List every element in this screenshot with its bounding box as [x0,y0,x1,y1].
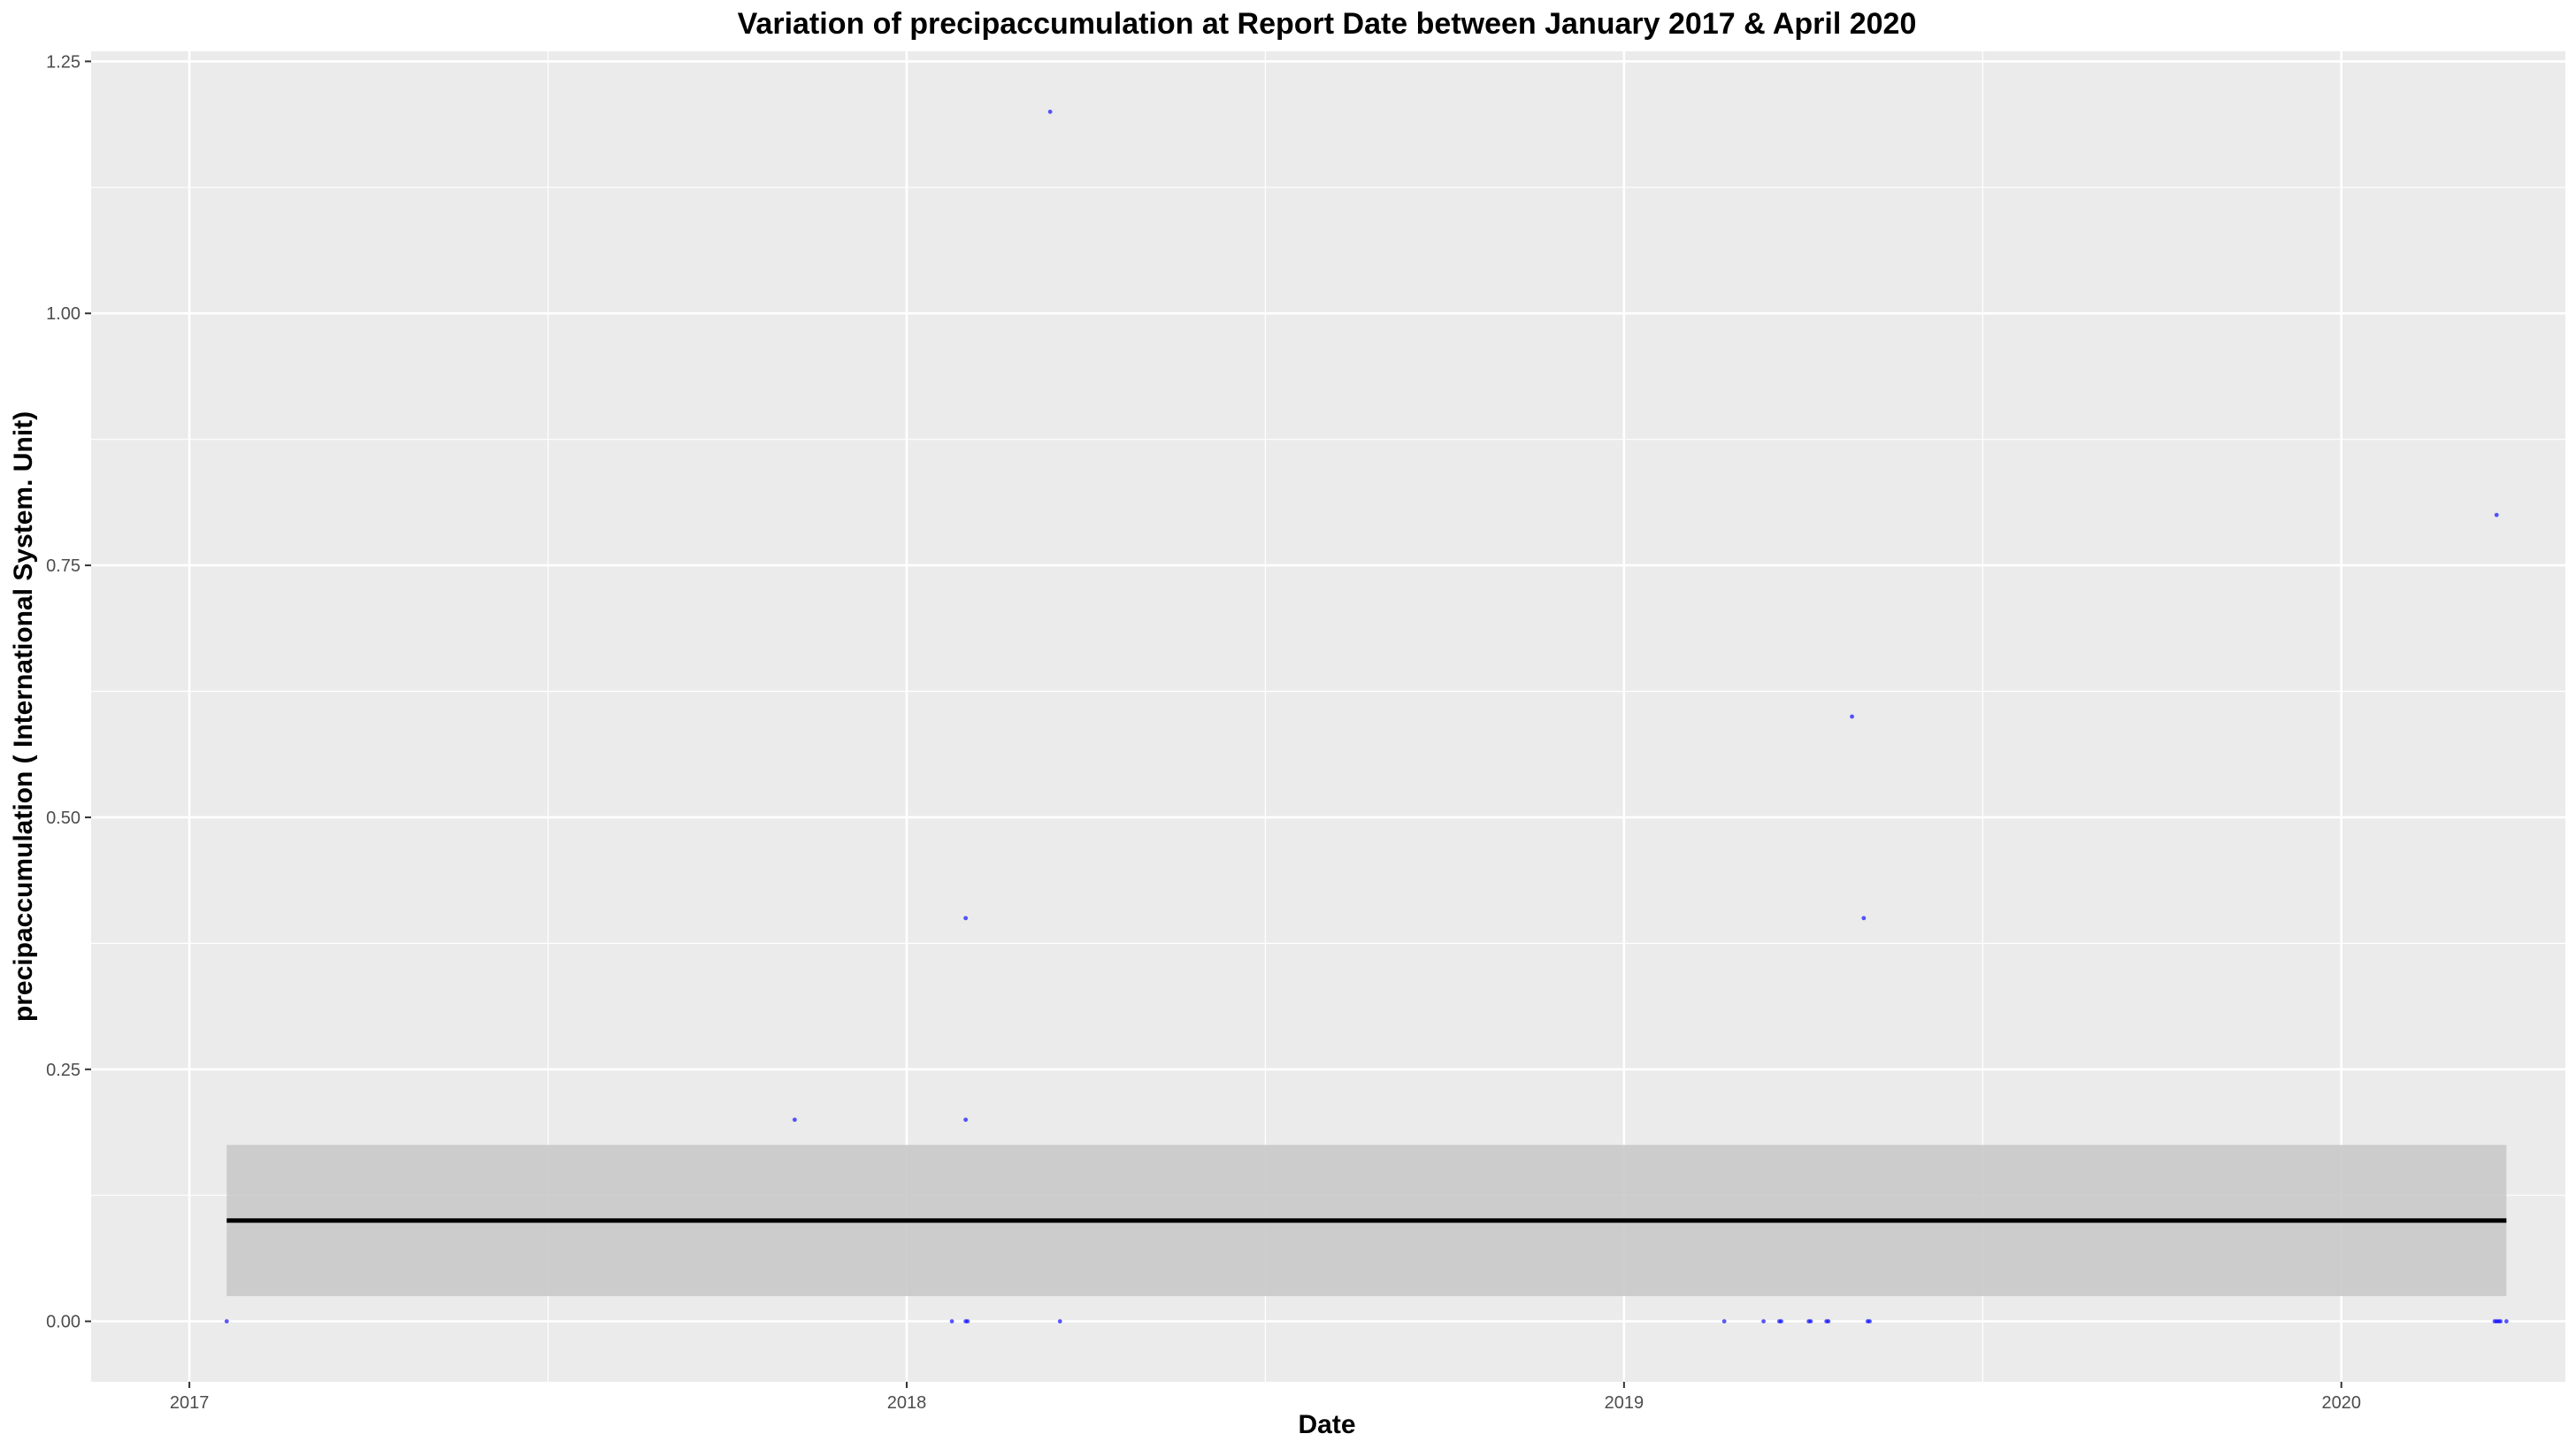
y-tick-label: 0.75 [46,556,80,576]
data-point [1867,1319,1872,1324]
x-tick-label: 2018 [887,1393,927,1413]
y-tick-label: 1.25 [46,52,80,72]
data-point [2494,512,2499,518]
chart-title: Variation of precipaccumulation at Repor… [738,7,1917,41]
y-tick-label: 0.50 [46,809,80,828]
data-point [1861,916,1867,921]
data-point [963,916,969,921]
data-point [949,1319,954,1324]
data-point [792,1117,797,1123]
data-point [1779,1319,1783,1324]
x-axis-label: Date [1298,1410,1355,1439]
data-point [1850,714,1854,719]
data-point [224,1319,229,1324]
data-point [1047,109,1053,114]
y-tick-label: 0.00 [46,1313,80,1332]
data-point [2498,1319,2503,1324]
data-point [1826,1319,1831,1324]
data-point [1057,1319,1062,1324]
data-points [224,109,2509,1324]
x-axis: 2017 2018 2019 2020 [170,1382,2361,1413]
y-tick-label: 1.00 [46,304,80,324]
y-axis: 0.00 0.25 0.50 0.75 1.00 1.25 [46,52,91,1332]
x-tick-label: 2020 [2321,1393,2361,1413]
data-point [963,1117,969,1123]
data-point [1761,1319,1766,1324]
y-axis-label: precipaccumulation ( International Syste… [9,411,38,1022]
x-tick-label: 2017 [170,1393,210,1413]
data-point [2503,1319,2509,1324]
x-tick-label: 2019 [1605,1393,1644,1413]
grid-major [91,51,2565,1382]
data-point [965,1319,970,1324]
data-point [1721,1319,1727,1324]
data-point [1808,1319,1813,1324]
y-tick-label: 0.25 [46,1061,80,1080]
